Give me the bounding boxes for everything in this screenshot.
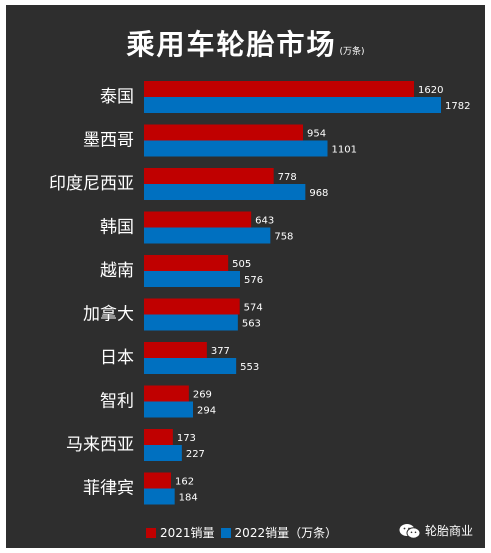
wechat-icon [399, 523, 421, 539]
data-label: 778 [278, 172, 297, 183]
bar [144, 358, 237, 374]
legend-item-2021: 2021销量 [146, 524, 215, 541]
legend-label-2022: 2022销量（万条） [234, 526, 338, 540]
bar [144, 255, 229, 271]
bar [144, 342, 207, 358]
bar [144, 81, 414, 97]
data-label: 758 [274, 232, 293, 243]
brand-name: 轮胎商业 [425, 524, 474, 538]
bar [144, 385, 189, 402]
data-label: 505 [232, 259, 251, 270]
category-label: 智利 [100, 392, 134, 412]
category-label: 加拿大 [83, 304, 134, 325]
bar [144, 472, 171, 489]
bar [144, 168, 274, 184]
legend-swatch-2021 [146, 527, 156, 538]
data-label: 173 [177, 433, 196, 444]
data-label: 954 [307, 129, 326, 140]
brand-watermark: 轮胎商业 [399, 522, 473, 539]
category-label: 印度尼西亚 [49, 174, 134, 194]
category-label: 泰国 [100, 87, 134, 107]
bar [144, 488, 175, 505]
bar [144, 314, 238, 331]
category-label: 马来西亚 [66, 435, 134, 455]
bar [144, 97, 441, 113]
data-label: 1782 [445, 101, 470, 112]
data-label: 574 [244, 303, 263, 314]
bar [144, 140, 328, 157]
chart-title-block: 乘用车轮胎市场 (万条) [6, 23, 485, 63]
data-label: 1101 [332, 145, 357, 156]
chart-frame: 乘用车轮胎市场 (万条) 泰国 1620 1782 墨西哥 954 1101 印度尼西亚 778… [6, 5, 485, 548]
category-label: 墨西哥 [83, 131, 134, 151]
data-label: 563 [242, 319, 261, 330]
chart-legend: 2021销量 2022销量（万条） [146, 524, 343, 541]
bar [144, 184, 306, 200]
legend-swatch-2022 [220, 527, 231, 538]
category-label: 日本 [100, 348, 134, 368]
legend-label-2021: 2021销量 [160, 526, 215, 540]
legend-item-2022: 2022销量（万条） [220, 524, 338, 541]
category-label: 韩国 [100, 218, 134, 238]
data-label: 643 [255, 216, 274, 227]
bar [144, 124, 303, 141]
data-label: 227 [186, 449, 205, 460]
data-label: 294 [197, 406, 216, 417]
data-label: 1620 [418, 85, 443, 96]
category-label: 菲律宾 [83, 479, 134, 499]
data-label: 576 [244, 275, 263, 286]
bar [144, 211, 252, 228]
bar [144, 445, 182, 461]
data-label: 968 [309, 188, 328, 199]
data-label: 377 [211, 346, 230, 357]
chart-title: 乘用车轮胎市场 [126, 28, 337, 61]
data-label: 269 [193, 390, 212, 401]
category-label: 越南 [100, 261, 134, 281]
chart-unit-note: (万条) [339, 47, 365, 57]
data-label: 184 [179, 493, 198, 504]
bar [144, 429, 173, 445]
data-label: 162 [175, 477, 194, 488]
bar [144, 271, 240, 287]
data-label: 553 [240, 362, 259, 373]
bar [144, 298, 240, 315]
bar [144, 227, 271, 244]
bar [144, 401, 193, 418]
